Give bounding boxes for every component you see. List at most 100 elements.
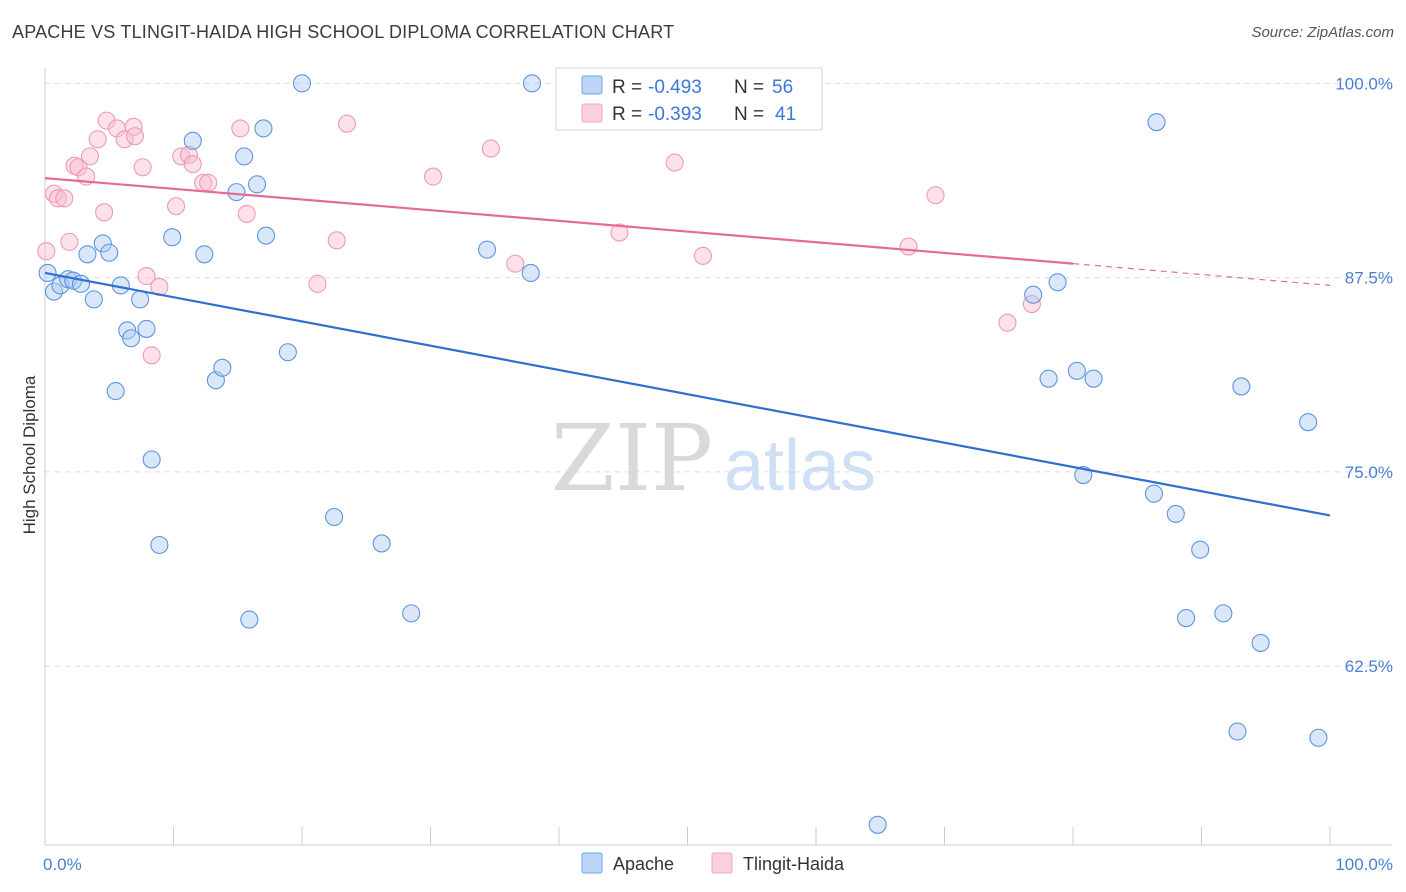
apache-point [254, 119, 273, 138]
tlingit-haida-point [137, 267, 156, 286]
y-tick-labels: 100.0% 87.5% 75.0% 62.5% [1335, 74, 1393, 676]
legend-n-value-apache: 56 [772, 77, 793, 98]
apache-point [521, 263, 540, 283]
tlingit-haida-point [183, 155, 202, 174]
tlingit-haida-point [167, 197, 186, 216]
tlingit-haida-point [115, 130, 134, 149]
correlation-legend: R = -0.493 N = 56 R = -0.393 N = 41 [555, 67, 823, 131]
legend-n-label-apache: N = [734, 77, 764, 98]
apache-series-swatch [581, 852, 603, 874]
legend-tlingit-name: Tlingit-Haida [743, 854, 845, 874]
legend-n-value-tlingit: 41 [775, 104, 796, 125]
apache-point [122, 329, 141, 348]
apache-point [1166, 504, 1185, 523]
apache-point [213, 358, 232, 377]
x-tick-label: 100.0% [1335, 855, 1393, 874]
apache-point [1067, 361, 1086, 380]
axes [44, 68, 1392, 846]
apache-point [402, 604, 421, 623]
legend-r-label-apache: R = [612, 77, 642, 98]
tlingit-haida-point [308, 274, 327, 293]
x-tick-label: 0.0% [43, 855, 82, 874]
apache-trend-line [44, 271, 1331, 517]
tlingit-haida-point [133, 158, 152, 177]
legend-n-label-tlingit: N = [734, 104, 764, 125]
apache-point [1084, 369, 1103, 388]
apache-point [1228, 722, 1247, 741]
legend-r-label-tlingit: R = [612, 104, 642, 125]
apache-point [278, 343, 297, 362]
tlingit-haida-point [179, 145, 198, 164]
apache-point [868, 815, 887, 834]
apache-point [522, 74, 542, 93]
tlingit-haida-point [69, 158, 88, 177]
tlingit-haida-point [998, 313, 1017, 332]
apache-point [325, 507, 344, 527]
zipatlas-watermark: ZIP atlas [551, 405, 876, 512]
tlingit-haida-point [327, 231, 346, 250]
apache-point [1251, 633, 1270, 652]
apache-point [240, 610, 259, 629]
tlingit-haida-point [55, 189, 74, 208]
tlingit-haida-point [231, 119, 250, 138]
apache-point [1177, 608, 1196, 628]
apache-point [137, 319, 156, 338]
apache-point [1144, 484, 1164, 503]
apache-point [131, 290, 150, 309]
tlingit-haida-point [199, 173, 218, 192]
apache-point [1048, 273, 1067, 292]
tlingit-haida-point [506, 254, 525, 273]
apache-point [1299, 413, 1318, 432]
trend-lines [44, 177, 1331, 517]
tlingit-haida-trend-extension [1072, 263, 1331, 286]
apache-point [142, 450, 161, 469]
tlingit-haida-point [95, 203, 114, 222]
tlingit-haida-point [125, 127, 144, 146]
apache-point [163, 228, 182, 247]
apache-point [93, 234, 112, 253]
tlingit-haida-point [693, 246, 712, 265]
tlingit-haida-point [237, 204, 256, 223]
legend-r-value-apache: -0.493 [648, 77, 702, 98]
tlingit-haida-point [48, 189, 67, 208]
tlingit-haida-point [80, 147, 100, 166]
svg-text:atlas: atlas [724, 426, 876, 506]
tlingit-haida-point [124, 117, 143, 136]
tlingit-haida-point [60, 232, 79, 251]
apache-point [1024, 285, 1043, 304]
y-tick-label: 100.0% [1335, 74, 1393, 93]
tlingit-haida-point [899, 237, 918, 256]
apache-point [1232, 377, 1251, 396]
chart-title: APACHE VS TLINGIT-HAIDA HIGH SCHOOL DIPL… [12, 22, 675, 42]
y-tick-label: 75.0% [1345, 463, 1393, 482]
tlingit-haida-trend-line [44, 177, 1074, 265]
tlingit-haida-point [926, 186, 945, 205]
tlingit-haida-point [610, 223, 629, 242]
tlingit-haida-points [37, 111, 1041, 365]
apache-point [247, 175, 267, 194]
y-axis-label: High School Diploma [20, 375, 39, 534]
source-label: Source: ZipAtlas.com [1251, 24, 1394, 41]
apache-point [84, 290, 103, 309]
tlingit-series-swatch [711, 852, 733, 874]
tlingit-haida-point [665, 153, 684, 172]
tlingit-haida-point [37, 242, 56, 261]
legend-r-value-tlingit: -0.393 [648, 104, 702, 125]
tlingit-haida-point [1022, 294, 1041, 314]
apache-point [106, 382, 125, 401]
apache-point [195, 245, 214, 264]
apache-point [477, 240, 497, 259]
y-tick-label: 87.5% [1345, 269, 1393, 288]
grid-lines [45, 82, 1392, 667]
apache-point [78, 245, 97, 264]
apache-point [1214, 604, 1233, 623]
apache-point [1309, 728, 1328, 747]
tlingit-haida-point [424, 167, 443, 186]
apache-point [256, 226, 276, 245]
apache-point [100, 243, 119, 262]
x-tick-labels: 0.0% 100.0% [43, 855, 1393, 874]
apache-point [1191, 540, 1210, 559]
apache-legend-swatch [581, 75, 603, 95]
apache-point [1147, 113, 1166, 132]
legend-apache-name: Apache [613, 854, 674, 874]
